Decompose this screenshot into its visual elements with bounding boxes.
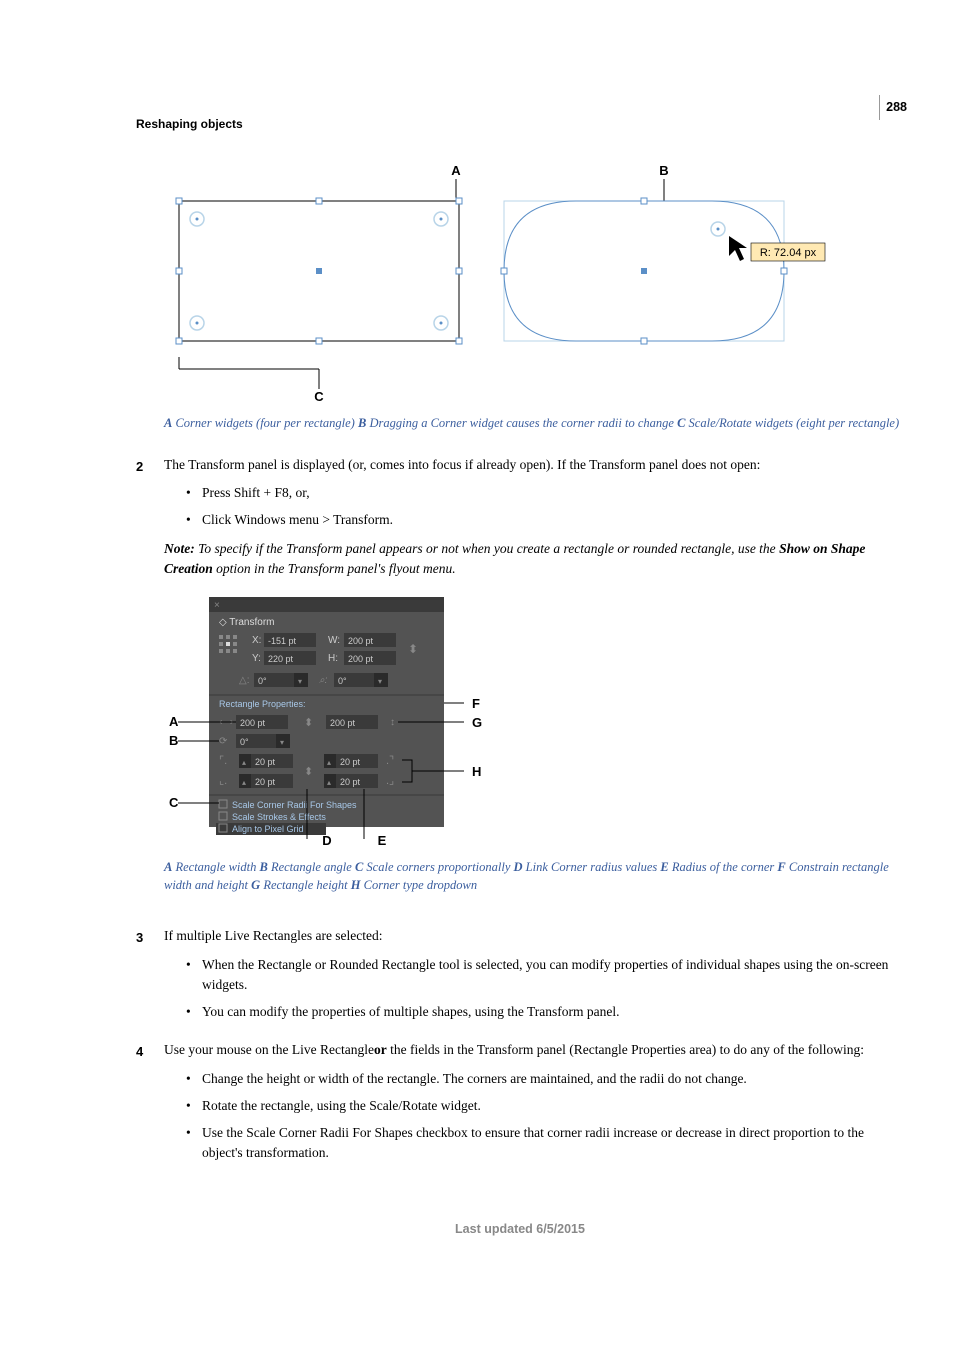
page-number: 288 <box>879 95 907 120</box>
svg-text:0°: 0° <box>338 676 347 686</box>
figure-1-svg: A B C R: 72.04 px <box>164 161 844 401</box>
svg-text:20 pt: 20 pt <box>255 757 276 767</box>
figure-1: A B C R: 72.04 px <box>164 161 904 407</box>
figure1-label-c: C <box>314 389 324 401</box>
svg-text:A: A <box>169 714 179 729</box>
svg-text:C: C <box>169 795 179 810</box>
svg-text:20 pt: 20 pt <box>255 777 276 787</box>
step2-intro: The Transform panel is displayed (or, co… <box>164 455 904 475</box>
svg-text:-151 pt: -151 pt <box>268 636 297 646</box>
figure-2: × ◇ Transform X: -151 pt W: 200 pt Y: 22… <box>164 597 904 851</box>
svg-text:Align to Pixel Grid: Align to Pixel Grid <box>232 824 304 834</box>
figure-2-svg: × ◇ Transform X: -151 pt W: 200 pt Y: 22… <box>164 597 504 845</box>
svg-text:200 pt: 200 pt <box>240 718 266 728</box>
svg-text:▴: ▴ <box>242 778 246 787</box>
svg-text:E: E <box>378 833 387 845</box>
svg-text:Y:: Y: <box>252 653 261 664</box>
svg-text:H: H <box>472 764 481 779</box>
svg-text:⬍: ⬍ <box>304 717 313 729</box>
svg-text:200 pt: 200 pt <box>330 718 356 728</box>
svg-text:20 pt: 20 pt <box>340 757 361 767</box>
svg-text:⟳: ⟳ <box>219 736 228 747</box>
svg-text:.⌟: .⌟ <box>386 775 394 787</box>
svg-text:G: G <box>472 715 482 730</box>
step4-intro: Use your mouse on the Live Rectangleor t… <box>164 1040 904 1060</box>
step-number-2: 2 <box>136 455 164 477</box>
step4-bullet-2: Rotate the rectangle, using the Scale/Ro… <box>186 1096 904 1116</box>
svg-text:H:: H: <box>328 653 338 664</box>
svg-text:▴: ▴ <box>327 758 331 767</box>
step-number-4: 4 <box>136 1040 164 1062</box>
svg-text:⬍: ⬍ <box>304 766 313 778</box>
svg-text:×: × <box>214 600 220 611</box>
svg-text:▾: ▾ <box>280 738 284 747</box>
step-number-3: 3 <box>136 926 164 948</box>
section-title: Reshaping objects <box>136 115 904 133</box>
svg-text:Scale Corner Radii For Shapes: Scale Corner Radii For Shapes <box>232 800 357 810</box>
svg-text:⬍: ⬍ <box>408 642 418 656</box>
step3-intro: If multiple Live Rectangles are selected… <box>164 926 904 946</box>
step2-bullet-2: Click Windows menu > Transform. <box>186 510 904 530</box>
svg-text:Rectangle Properties:: Rectangle Properties: <box>219 699 306 709</box>
figure1-caption: A Corner widgets (four per rectangle) B … <box>164 415 904 433</box>
svg-text:W:: W: <box>328 635 340 646</box>
svg-text:0°: 0° <box>240 737 249 747</box>
svg-text:20 pt: 20 pt <box>340 777 361 787</box>
svg-text:B: B <box>169 733 178 748</box>
figure1-tooltip: R: 72.04 px <box>760 247 817 259</box>
step3-bullet-2: You can modify the properties of multipl… <box>186 1002 904 1022</box>
svg-text:▾: ▾ <box>378 677 382 686</box>
figure2-caption: A Rectangle width B Rectangle angle C Sc… <box>164 859 904 894</box>
svg-text:⌜.: ⌜. <box>219 755 227 767</box>
svg-text:220 pt: 220 pt <box>268 654 294 664</box>
svg-text:△:: △: <box>239 675 249 686</box>
svg-text:▴: ▴ <box>242 758 246 767</box>
svg-text:Scale Strokes & Effects: Scale Strokes & Effects <box>232 812 326 822</box>
figure1-label-a: A <box>451 163 461 178</box>
step2-note: Note: To specify if the Transform panel … <box>164 539 904 580</box>
step3-bullet-1: When the Rectangle or Rounded Rectangle … <box>186 955 904 996</box>
svg-text:D: D <box>322 833 331 845</box>
svg-text:⌞.: ⌞. <box>219 775 227 787</box>
svg-text:F: F <box>472 696 480 711</box>
svg-text:↕: ↕ <box>390 717 395 728</box>
footer-last-updated: Last updated 6/5/2015 <box>136 1220 904 1239</box>
svg-text:.⌝: .⌝ <box>386 755 394 767</box>
step4-bullet-3: Use the Scale Corner Radii For Shapes ch… <box>186 1123 904 1164</box>
svg-text:200 pt: 200 pt <box>348 654 374 664</box>
svg-text:⌕:: ⌕: <box>319 675 328 686</box>
svg-text:200 pt: 200 pt <box>348 636 374 646</box>
svg-text:▴: ▴ <box>327 778 331 787</box>
step2-bullet-1: Press Shift + F8, or, <box>186 483 904 503</box>
figure1-label-b: B <box>659 163 668 178</box>
transform-tab: ◇ Transform <box>219 617 274 628</box>
svg-text:X:: X: <box>252 635 261 646</box>
svg-text:▾: ▾ <box>298 677 302 686</box>
svg-text:0°: 0° <box>258 676 267 686</box>
step4-bullet-1: Change the height or width of the rectan… <box>186 1069 904 1089</box>
